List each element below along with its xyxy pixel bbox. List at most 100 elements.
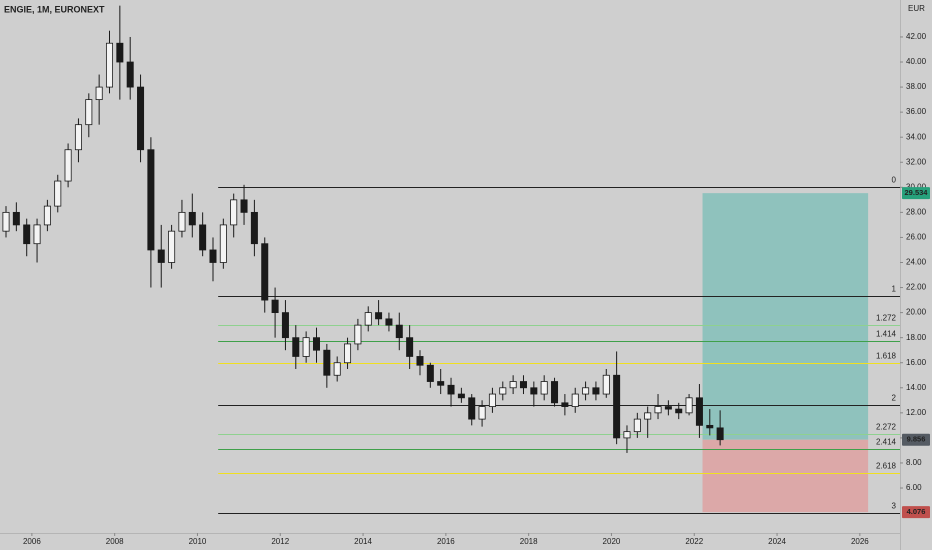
fib-label: 2.414 — [876, 438, 897, 447]
candle-body — [519, 381, 527, 389]
candle-body — [675, 408, 683, 414]
candle-body — [385, 318, 393, 326]
candle-body — [302, 337, 310, 357]
candle-body — [344, 343, 352, 364]
candle-body — [488, 393, 496, 407]
candle-body — [43, 205, 51, 226]
y-tick-label: 14.00 — [906, 383, 927, 392]
price-tag-label: 9.856 — [907, 435, 926, 444]
candle-body — [230, 199, 238, 226]
candle-body — [292, 337, 300, 357]
y-tick-label: 38.00 — [906, 82, 927, 91]
fib-label: 2.272 — [876, 423, 897, 432]
candle-body — [281, 312, 289, 339]
candle-body — [147, 149, 155, 251]
candle-body — [695, 397, 703, 426]
fib-label: 2.618 — [876, 462, 897, 471]
y-tick-label: 32.00 — [906, 157, 927, 166]
candle-body — [716, 427, 724, 441]
candle-body — [561, 402, 569, 407]
price-tag — [902, 187, 930, 200]
candle-body — [209, 249, 217, 263]
candle-body — [178, 211, 186, 232]
x-tick-label: 2006 — [23, 537, 41, 546]
candle-body — [219, 224, 227, 263]
profit-zone — [702, 193, 869, 440]
candle-body — [375, 312, 383, 320]
candle-body — [654, 406, 662, 414]
candle-body — [447, 384, 455, 395]
candle-body — [706, 424, 714, 429]
y-tick-label: 30.00 — [906, 182, 927, 191]
candle-body — [509, 381, 517, 389]
x-tick-label: 2010 — [189, 537, 207, 546]
y-tick-label: 22.00 — [906, 283, 927, 292]
candle-body — [623, 431, 631, 439]
x-tick-label: 2014 — [354, 537, 372, 546]
candle-body — [74, 124, 82, 151]
candle-body — [540, 381, 548, 395]
fib-label: 1.414 — [876, 330, 897, 339]
candle-body — [551, 381, 559, 404]
x-tick-label: 2018 — [520, 537, 538, 546]
candle-body — [499, 387, 507, 395]
candle-body — [199, 224, 207, 251]
candle-body — [116, 42, 124, 63]
fib-label: 3 — [892, 502, 897, 511]
candle-body — [261, 243, 269, 301]
y-tick-label: 34.00 — [906, 132, 927, 141]
y-tick-label: 12.00 — [906, 408, 927, 417]
candle-body — [571, 393, 579, 407]
y-tick-label: 6.00 — [906, 483, 922, 492]
price-tag-label: 29.534 — [905, 188, 929, 197]
candle-body — [95, 86, 103, 101]
x-tick-label: 2026 — [851, 537, 869, 546]
price-tag-label: 4.076 — [907, 507, 926, 516]
candle-body — [395, 324, 403, 339]
candle-body — [271, 299, 279, 314]
fib-label: 0 — [892, 176, 897, 185]
x-tick-label: 2008 — [106, 537, 124, 546]
candle-body — [312, 337, 320, 351]
x-tick-label: 2012 — [271, 537, 289, 546]
candle-body — [23, 224, 31, 245]
candle-body — [12, 211, 20, 226]
candle-body — [64, 149, 72, 182]
price-tag — [902, 506, 930, 519]
fib-label: 1 — [892, 285, 897, 294]
loss-zone — [702, 439, 869, 513]
candle-body — [457, 393, 465, 399]
candle-body — [54, 180, 62, 207]
chart-title: ENGIE, 1M, EURONEXT — [4, 4, 105, 14]
candle-body — [592, 387, 600, 395]
x-tick-label: 2016 — [437, 537, 455, 546]
candle-body — [2, 211, 10, 232]
fib-label: 1.618 — [876, 352, 897, 361]
candle-body — [644, 412, 652, 420]
candle-body — [530, 387, 538, 395]
y-tick-label: 8.00 — [906, 458, 922, 467]
candle-body — [240, 199, 248, 213]
y-tick-label: 40.00 — [906, 57, 927, 66]
candle-body — [188, 211, 196, 226]
x-tick-label: 2022 — [685, 537, 703, 546]
candle-body — [333, 362, 341, 376]
y-tick-label: 20.00 — [906, 308, 927, 317]
y-tick-label: 28.00 — [906, 207, 927, 216]
candle-body — [157, 249, 165, 263]
x-tick-label: 2024 — [768, 537, 786, 546]
candle-body — [602, 374, 610, 395]
candle-body — [664, 406, 672, 410]
candle-body — [582, 387, 590, 395]
candle-body — [613, 374, 621, 439]
currency-label: EUR — [908, 4, 925, 13]
candle-body — [478, 406, 486, 420]
fib-label: 1.272 — [876, 314, 897, 323]
candle-body — [323, 349, 331, 376]
candle-body — [468, 397, 476, 420]
candle-body — [33, 224, 41, 245]
y-tick-label: 26.00 — [906, 233, 927, 242]
candle-body — [633, 418, 641, 433]
candle-body — [364, 312, 372, 326]
